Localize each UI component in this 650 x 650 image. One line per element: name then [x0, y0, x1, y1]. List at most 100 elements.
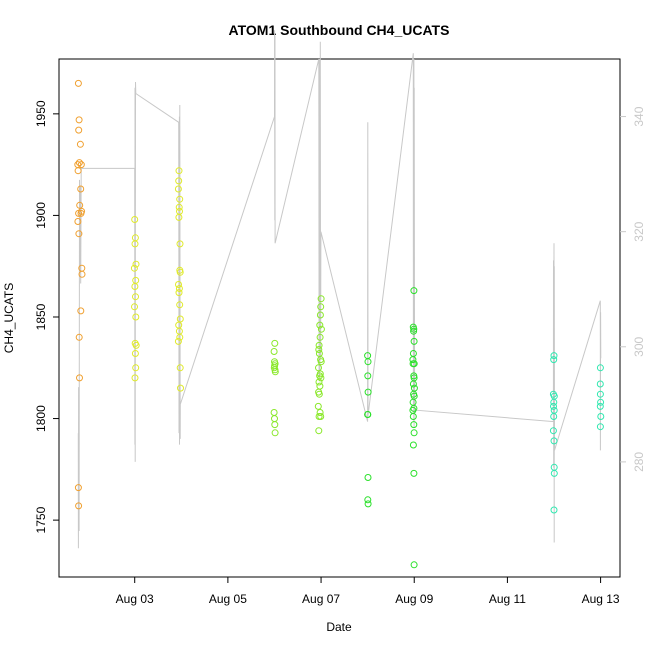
data-point: [316, 382, 324, 390]
plot-frame: [58, 58, 621, 578]
series-3: [270, 295, 325, 437]
data-point: [410, 327, 418, 335]
data-point: [550, 352, 558, 360]
data-point: [76, 374, 83, 382]
data-point: [364, 500, 372, 508]
x-tick-label: Aug 07: [302, 592, 340, 606]
x-tick-label: Aug 03: [116, 592, 154, 606]
data-point: [131, 283, 139, 290]
y-tick-label: 1850: [34, 303, 48, 330]
data-point: [315, 341, 323, 349]
data-point: [315, 346, 323, 353]
y2-tick-label: 280: [632, 452, 646, 472]
data-point: [317, 374, 325, 382]
data-point: [175, 281, 182, 288]
data-point: [132, 293, 139, 301]
data-point: [597, 398, 605, 406]
data-point: [131, 303, 138, 311]
data-point: [364, 358, 372, 366]
data-point: [271, 421, 279, 429]
series-4: [364, 287, 418, 569]
data-point: [550, 469, 558, 477]
x-tick-label: Aug 05: [209, 592, 247, 606]
data-point: [316, 409, 324, 416]
y2-axis: 280 300 320 340: [620, 106, 646, 472]
y2-tick-label: 320: [632, 221, 646, 241]
data-point: [74, 484, 82, 492]
x-tick-label: Aug 13: [582, 592, 620, 606]
data-point: [74, 167, 82, 175]
data-point: [364, 388, 372, 396]
data-point: [596, 402, 604, 410]
data-point: [270, 409, 278, 416]
data-point: [75, 502, 83, 510]
data-point: [596, 364, 604, 372]
data-point: [271, 429, 279, 437]
data-point: [550, 356, 558, 364]
y-tick-label: 1950: [34, 100, 48, 127]
data-point: [410, 360, 418, 368]
data-point: [270, 348, 278, 355]
data-point: [175, 285, 183, 292]
y-tick-label: 1900: [34, 202, 48, 229]
data-point: [132, 260, 140, 268]
x-tick-label: Aug 09: [395, 592, 433, 606]
data-point: [409, 356, 417, 364]
series-1: [74, 79, 86, 510]
data-point: [75, 230, 83, 238]
data-point: [364, 496, 372, 504]
data-point: [175, 167, 183, 175]
data-point: [315, 364, 322, 372]
data-point: [317, 358, 325, 366]
data-point: [74, 79, 82, 87]
data-point: [364, 411, 372, 418]
data-point: [75, 126, 83, 134]
y2-tick-label: 300: [632, 336, 646, 356]
data-point: [316, 333, 324, 341]
series-2: [130, 167, 184, 392]
points-layer: [74, 79, 605, 569]
data-point: [550, 437, 558, 445]
data-point: [550, 398, 558, 406]
x-axis-label: Date: [326, 620, 352, 634]
data-point: [596, 423, 604, 431]
overlay-line-layer: [77, 30, 602, 549]
data-point: [315, 378, 323, 386]
data-point: [314, 402, 322, 410]
y-axis: 1750 1800 1850 1900 1950: [34, 100, 59, 533]
data-point: [317, 325, 325, 333]
data-point: [175, 289, 183, 297]
chart-title: ATOM1 Southbound CH4_UCATS: [229, 22, 450, 38]
data-point: [364, 474, 372, 481]
data-point: [75, 116, 83, 124]
data-point: [410, 421, 418, 429]
data-point: [175, 203, 183, 211]
data-point: [316, 311, 324, 319]
data-point: [176, 195, 184, 203]
data-point: [316, 321, 324, 329]
data-point: [271, 368, 279, 376]
data-point: [77, 209, 85, 217]
x-axis: Aug 03 Aug 05 Aug 07 Aug 09 Aug 11 Aug 13: [116, 577, 620, 606]
data-point: [364, 372, 372, 380]
data-point: [176, 364, 184, 372]
data-point: [174, 337, 182, 345]
data-point: [77, 185, 85, 193]
data-point: [597, 413, 605, 420]
data-point: [131, 350, 139, 357]
data-point: [132, 313, 140, 321]
data-point: [315, 427, 323, 435]
data-point: [550, 402, 557, 410]
data-point: [175, 177, 183, 185]
data-point: [410, 469, 418, 477]
data-point: [271, 339, 279, 347]
data-point: [271, 415, 278, 423]
data-point: [175, 213, 183, 221]
data-point: [549, 427, 557, 435]
data-point: [176, 301, 184, 309]
data-point: [75, 333, 83, 341]
data-point: [410, 337, 418, 345]
data-point: [317, 295, 325, 303]
data-point: [130, 264, 138, 272]
